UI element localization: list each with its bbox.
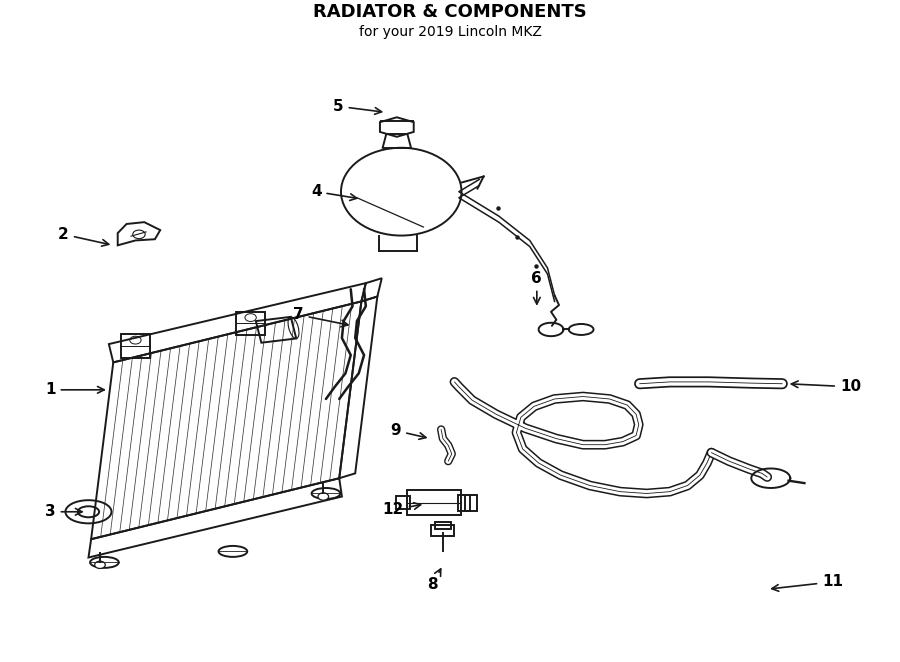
Text: 10: 10 xyxy=(791,379,861,395)
Text: 7: 7 xyxy=(293,307,348,327)
Circle shape xyxy=(318,493,328,500)
Text: 5: 5 xyxy=(333,99,382,115)
Text: for your 2019 Lincoln MKZ: for your 2019 Lincoln MKZ xyxy=(358,25,542,39)
Text: 11: 11 xyxy=(772,575,843,591)
Text: 9: 9 xyxy=(391,423,426,440)
Text: RADIATOR & COMPONENTS: RADIATOR & COMPONENTS xyxy=(313,3,587,21)
Text: 4: 4 xyxy=(310,184,356,201)
Text: 6: 6 xyxy=(532,271,542,304)
Circle shape xyxy=(94,561,105,569)
Text: 1: 1 xyxy=(45,383,104,397)
Text: 8: 8 xyxy=(427,569,441,592)
Text: 2: 2 xyxy=(58,227,109,246)
Text: 12: 12 xyxy=(382,502,420,518)
Text: 3: 3 xyxy=(45,504,82,519)
